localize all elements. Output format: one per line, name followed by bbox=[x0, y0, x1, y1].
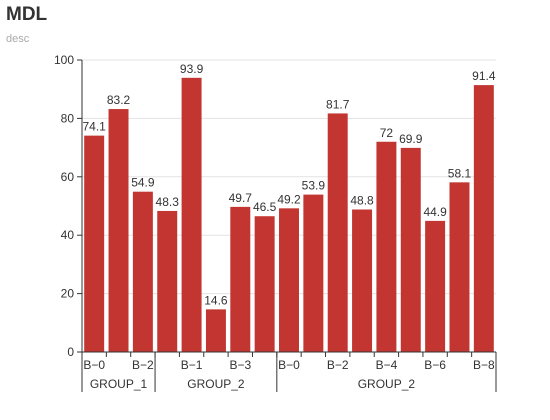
bar bbox=[279, 208, 299, 352]
x-category-label: B−3 bbox=[229, 358, 251, 372]
bar bbox=[400, 147, 421, 352]
x-category-label: B−6 bbox=[424, 358, 446, 372]
x-category-label: B−2 bbox=[327, 358, 349, 372]
bar-value-label: 69.9 bbox=[399, 132, 423, 146]
bar bbox=[254, 216, 275, 352]
bar-value-label: 49.7 bbox=[229, 191, 253, 205]
bar bbox=[181, 77, 202, 352]
bar bbox=[84, 135, 105, 352]
x-category-label: B−1 bbox=[181, 358, 203, 372]
chart-subtitle: desc bbox=[6, 33, 30, 45]
bar-value-label: 54.9 bbox=[131, 176, 155, 190]
bar-value-label: 44.9 bbox=[423, 205, 447, 219]
bar bbox=[303, 194, 324, 352]
bar-value-label: 72 bbox=[380, 126, 394, 140]
bar-value-label: 74.1 bbox=[82, 120, 106, 134]
x-category-label: B−0 bbox=[278, 358, 300, 372]
bar-value-label: 91.4 bbox=[472, 69, 496, 83]
bar bbox=[230, 206, 251, 352]
bar-value-label: 93.9 bbox=[180, 62, 204, 76]
x-category-label: B−4 bbox=[376, 358, 398, 372]
x-category-label: B−8 bbox=[473, 358, 495, 372]
y-tick-label: 60 bbox=[61, 170, 75, 184]
group-label: GROUP_1 bbox=[90, 377, 148, 391]
bar-value-label: 81.7 bbox=[326, 97, 350, 111]
bar bbox=[157, 210, 178, 352]
bar-value-label: 58.1 bbox=[448, 166, 472, 180]
bar-value-label: 14.6 bbox=[204, 293, 228, 307]
y-tick-label: 0 bbox=[67, 345, 74, 359]
bar bbox=[132, 191, 153, 352]
y-tick-label: 80 bbox=[61, 111, 75, 125]
chart-title: MDL bbox=[6, 4, 48, 25]
bar bbox=[108, 109, 129, 352]
bar-value-label: 48.8 bbox=[350, 194, 374, 208]
bar bbox=[449, 182, 470, 352]
y-tick-label: 100 bbox=[54, 53, 74, 67]
bar bbox=[327, 113, 348, 352]
bar bbox=[205, 309, 226, 352]
x-category-label: B−0 bbox=[83, 358, 105, 372]
bar bbox=[425, 220, 446, 352]
bar bbox=[376, 141, 397, 352]
x-category-label: B−2 bbox=[132, 358, 154, 372]
bar-value-label: 48.3 bbox=[156, 195, 180, 209]
y-tick-label: 20 bbox=[61, 287, 75, 301]
bar-value-label: 83.2 bbox=[107, 93, 131, 107]
group-label: GROUP_2 bbox=[187, 377, 245, 391]
bar-value-label: 46.5 bbox=[253, 200, 277, 214]
bar-value-label: 53.9 bbox=[302, 179, 326, 193]
bar bbox=[473, 85, 494, 352]
group-label: GROUP_2 bbox=[358, 377, 416, 391]
bar bbox=[352, 209, 373, 352]
bar-value-label: 49.2 bbox=[277, 192, 301, 206]
y-tick-label: 40 bbox=[61, 228, 75, 242]
